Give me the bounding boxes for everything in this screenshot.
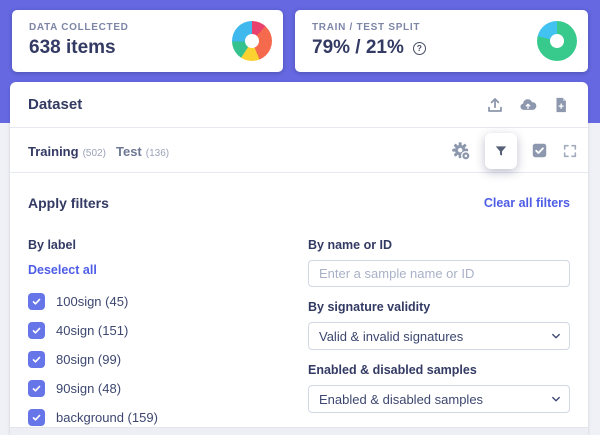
enabled-samples-select[interactable]: Enabled & disabled samples <box>308 385 570 413</box>
label-filter-option[interactable]: 40sign (151) <box>28 321 268 339</box>
by-signature-heading: By signature validity <box>308 300 431 314</box>
data-collected-label: DATA COLLECTED <box>29 22 129 33</box>
tab-training[interactable]: Training (502) <box>28 143 106 161</box>
label-filter-text: 80sign (99) <box>56 351 122 367</box>
filter-funnel-icon <box>495 145 507 156</box>
data-collected-value: 638 items <box>29 37 116 58</box>
panel-title: Dataset <box>28 96 83 113</box>
file-add-icon[interactable] <box>552 96 570 114</box>
by-label-heading: By label <box>28 238 76 252</box>
dataset-tabbar: Training (502) Test (136) <box>10 128 588 173</box>
upload-icon[interactable] <box>486 96 504 114</box>
dataset-panel: Dataset Training (502) <box>10 82 588 435</box>
cloud-upload-icon[interactable] <box>519 96 537 114</box>
checkbox-checked-icon[interactable] <box>28 379 45 397</box>
label-filter-text: 100sign (45) <box>56 293 129 309</box>
checkbox-checked-icon[interactable] <box>28 408 45 426</box>
right-filter-column: By name or ID By signature validity Vali… <box>308 238 570 413</box>
train-test-split-card: TRAIN / TEST SPLIT 79% / 21% ? <box>295 10 588 72</box>
view-settings-gear-eye-icon[interactable] <box>451 141 471 161</box>
dataset-header-actions <box>486 82 570 128</box>
data-collected-card: DATA COLLECTED 638 items <box>12 10 283 72</box>
deselect-all-link[interactable]: Deselect all <box>28 263 97 277</box>
checkbox-checked-icon[interactable] <box>28 292 45 310</box>
label-filter-text: background (159) <box>56 409 158 425</box>
tab-test-count: (136) <box>145 148 170 159</box>
expand-fullscreen-icon[interactable] <box>562 143 578 159</box>
next-section-strip <box>10 427 588 435</box>
filter-button[interactable] <box>485 132 517 169</box>
label-filter-option[interactable]: background (159) <box>28 408 268 426</box>
label-filter-option[interactable]: 90sign (48) <box>28 379 268 397</box>
filters-title: Apply filters <box>28 195 109 211</box>
label-filter-text: 40sign (151) <box>56 322 129 338</box>
label-filter-list: 100sign (45) 40sign (151) 80sign (99) 90sig… <box>28 292 268 426</box>
clear-all-filters-link[interactable]: Clear all filters <box>483 196 570 210</box>
train-test-split-value: 79% / 21% ? <box>312 37 426 59</box>
train-test-donut-chart <box>537 21 577 61</box>
train-test-split-label: TRAIN / TEST SPLIT <box>312 22 421 33</box>
tab-training-count: (502) <box>82 148 106 159</box>
by-name-heading: By name or ID <box>308 238 393 252</box>
help-icon[interactable]: ? <box>412 41 426 55</box>
sample-name-input[interactable] <box>308 260 570 287</box>
donut-hole <box>245 34 259 48</box>
tab-test-label: Test <box>116 144 142 159</box>
checkbox-checked-icon[interactable] <box>28 350 45 368</box>
enabled-samples-heading: Enabled & disabled samples <box>308 363 477 377</box>
select-samples-checkbox-icon[interactable] <box>531 142 548 159</box>
checkbox-checked-icon[interactable] <box>28 321 45 339</box>
dataset-toolbar <box>451 128 578 173</box>
filters-section: Apply filters Clear all filters By label… <box>10 173 588 435</box>
by-label-filter-group: By label Deselect all 100sign (45) 40sign… <box>28 238 268 435</box>
train-test-split-percentages: 79% / 21% <box>312 37 404 58</box>
data-collected-donut-chart <box>232 21 272 61</box>
label-filter-option[interactable]: 80sign (99) <box>28 350 268 368</box>
donut-hole <box>550 34 564 48</box>
dataset-panel-header: Dataset <box>10 82 588 128</box>
signature-validity-select[interactable]: Valid & invalid signatures <box>308 322 570 350</box>
tab-test[interactable]: Test (136) <box>116 143 169 161</box>
tab-training-label: Training <box>28 144 79 159</box>
label-filter-text: 90sign (48) <box>56 380 122 396</box>
label-filter-option[interactable]: 100sign (45) <box>28 292 268 310</box>
